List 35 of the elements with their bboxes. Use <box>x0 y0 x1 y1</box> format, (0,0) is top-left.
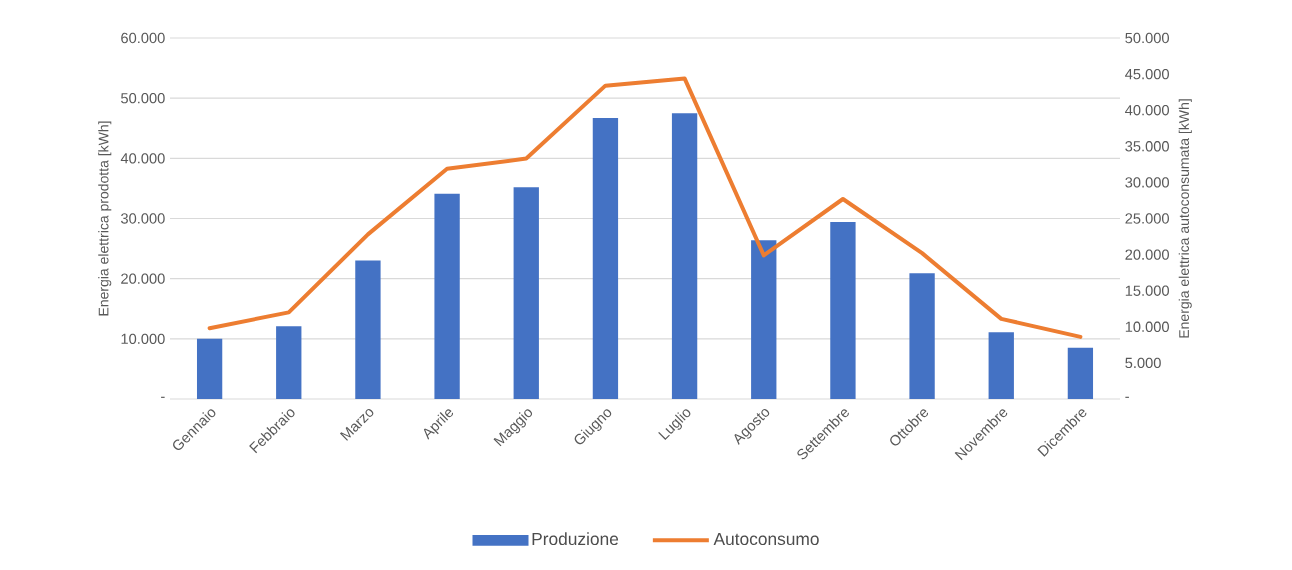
y2-tick-label: 50.000 <box>1125 32 1169 44</box>
bar <box>830 222 856 399</box>
bar <box>909 273 935 399</box>
y-tick-label: 50.000 <box>121 92 165 104</box>
y2-tick-label: 15.000 <box>1125 285 1169 296</box>
line-series <box>207 76 1083 339</box>
y-tick-label: 40.000 <box>120 153 165 164</box>
y2-axis-title: Energia elettrica autoconsumata [kWh] <box>1178 99 1192 338</box>
legend-label: Produzione <box>532 532 619 546</box>
y-tick-label: 10.000 <box>121 333 165 345</box>
bar <box>276 326 302 399</box>
bar <box>988 332 1014 399</box>
y2-tick-label: 30.000 <box>1125 177 1169 188</box>
y2-tick-label: 40.000 <box>1125 105 1169 116</box>
y2-tick-label: 35.000 <box>1125 141 1169 152</box>
legend-label: Autoconsumo <box>713 532 819 546</box>
y2-tick-label: 10.000 <box>1125 321 1169 332</box>
bar <box>671 113 698 399</box>
y2-tick-label: 25.000 <box>1125 213 1169 224</box>
bar <box>355 260 381 399</box>
bar <box>196 338 223 399</box>
y2-tick-label: 20.000 <box>1125 249 1169 260</box>
y2-tick-label: 5.000 <box>1125 357 1161 369</box>
bar <box>592 118 619 399</box>
bar <box>513 187 539 399</box>
bar <box>434 193 460 399</box>
y-tick-label: 20.000 <box>121 273 165 284</box>
y-axis-title: Energia elettrica prodotta [kWh] <box>98 121 112 316</box>
y2-tick-label: 45.000 <box>1125 68 1169 80</box>
y-tick-label: 30.000 <box>121 213 165 224</box>
y2-tick-label: - <box>1125 396 1129 398</box>
y-tick-label: - <box>161 396 165 398</box>
bar <box>1067 347 1094 399</box>
bar <box>751 240 777 399</box>
y-tick-label: 60.000 <box>121 32 165 44</box>
